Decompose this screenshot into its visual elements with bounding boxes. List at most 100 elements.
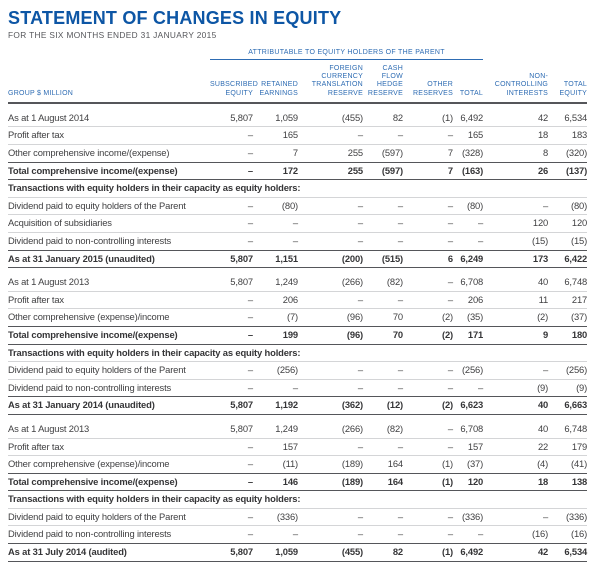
cell-value: 42	[537, 111, 549, 123]
cell-value: 165	[282, 129, 298, 141]
row-label: Transactions with equity holders in thei…	[8, 346, 301, 358]
cell-value: 199	[282, 328, 298, 340]
cell-value: –	[447, 129, 453, 141]
cell-value: (320)	[565, 147, 588, 158]
cell-value: –	[397, 217, 403, 229]
cell-value: 6,663	[564, 399, 588, 411]
cell-value: –	[247, 458, 253, 470]
cell-value: –	[357, 199, 363, 211]
cell-value: 5,807	[230, 546, 253, 558]
cell-value: (1)	[441, 111, 453, 123]
table-row: Profit after tax – 206 – – – 206 11 217	[8, 291, 587, 309]
cell-value: (163)	[461, 164, 484, 176]
column-header: NON- CONTROLLING INTERESTS	[494, 73, 549, 97]
cell-value: 18	[537, 129, 549, 141]
cell-value: 171	[467, 328, 484, 340]
cell-value: (41)	[571, 458, 588, 470]
cell-value: 40	[537, 422, 549, 434]
table-row: Dividend paid to equity holders of the P…	[8, 197, 587, 215]
cell-value: –	[247, 381, 253, 393]
cell-value: 120	[532, 217, 549, 229]
cell-value: (80)	[467, 199, 484, 211]
cell-value: 6	[447, 252, 453, 264]
row-label: Total comprehensive income/(expense)	[8, 328, 178, 340]
cell-value: (455)	[341, 111, 363, 123]
cell-value: –	[247, 129, 253, 141]
table-row: As at 1 August 2014 5,807 1,059 (455) 82 (1) 6…	[8, 103, 587, 127]
cell-value: –	[247, 164, 253, 176]
table-row: Other comprehensive (expense)/income – (11…	[8, 455, 588, 474]
cell-value: 18	[537, 475, 549, 487]
row-label: Total comprehensive income/(expense)	[8, 475, 178, 487]
cell-value: 6,534	[564, 546, 588, 558]
cell-value: –	[447, 440, 453, 452]
cell-value: 179	[571, 440, 588, 452]
cell-value: –	[447, 381, 453, 393]
column-header: CASH FLOW HEDGE RESERVE	[367, 65, 403, 97]
table-row: Transactions with equity holders in thei…	[8, 344, 587, 362]
cell-value: 164	[387, 475, 403, 487]
cell-value: 255	[347, 164, 363, 176]
cell-value: 5,807	[230, 399, 253, 411]
cell-value: 146	[282, 475, 298, 487]
cell-value: (15)	[571, 234, 588, 246]
cell-value: 138	[571, 475, 588, 487]
page-subtitle: FOR THE SIX MONTHS ENDED 31 JANUARY 2015	[8, 30, 217, 40]
row-label: Dividend paid to non-controlling interes…	[8, 381, 172, 393]
cell-value: –	[247, 234, 253, 246]
cell-value: 6,249	[460, 252, 484, 264]
cell-value: 5,807	[230, 252, 253, 264]
cell-value: 6,492	[460, 111, 484, 123]
cell-value: –	[247, 440, 253, 452]
cell-value: 6,708	[460, 276, 484, 288]
cell-value: 5,807	[230, 111, 253, 123]
cell-value: –	[357, 364, 363, 376]
cell-value: –	[397, 199, 403, 211]
cell-value: (1)	[441, 475, 453, 487]
cell-value: –	[447, 510, 453, 522]
cell-value: –	[447, 234, 453, 246]
row-label: Transactions with equity holders in thei…	[8, 493, 301, 505]
cell-value: 1,059	[275, 111, 298, 123]
row-label: Dividend paid to equity holders of the P…	[8, 510, 186, 522]
cell-value: (266)	[341, 422, 363, 434]
table-row: As at 31 January 2015 (unaudited) 5,807 1,…	[8, 250, 587, 268]
row-label: Other comprehensive (expense)/income	[8, 311, 170, 323]
cell-value: –	[397, 381, 403, 393]
cell-value: 8	[543, 147, 549, 158]
cell-value: –	[357, 217, 363, 229]
cell-value: 40	[537, 276, 549, 288]
cell-value: –	[247, 199, 253, 211]
cell-value: 120	[467, 475, 484, 487]
cell-value: 26	[537, 164, 549, 176]
cell-value: –	[357, 528, 363, 540]
cell-value: (80)	[281, 199, 298, 211]
cell-value: –	[357, 234, 363, 246]
cell-value: –	[247, 328, 253, 340]
cell-value: –	[357, 129, 363, 141]
cell-value: 6,492	[460, 546, 484, 558]
cell-value: (336)	[276, 510, 298, 522]
cell-value: 255	[347, 147, 363, 158]
cell-value: (515)	[381, 252, 403, 264]
table-row: Transactions with equity holders in thei…	[8, 180, 587, 198]
cell-value: 40	[537, 399, 549, 411]
cell-value: –	[478, 217, 484, 229]
cell-value: –	[397, 129, 403, 141]
cell-value: (266)	[341, 276, 363, 288]
row-label: As at 31 January 2015 (unaudited)	[8, 252, 155, 264]
cell-value: (597)	[381, 164, 403, 176]
cell-value: 206	[282, 293, 298, 305]
cell-value: (96)	[346, 311, 363, 323]
row-label: As at 31 July 2014 (audited)	[8, 546, 127, 558]
cell-value: (37)	[467, 458, 484, 470]
cell-value: 5,807	[230, 422, 253, 434]
cell-value: 82	[392, 546, 403, 558]
cell-value: –	[247, 364, 253, 376]
cell-value: 1,249	[275, 422, 298, 434]
cell-value: –	[397, 510, 403, 522]
cell-value: (1)	[441, 458, 453, 470]
cell-value: –	[357, 440, 363, 452]
cell-value: –	[292, 528, 298, 540]
cell-value: 157	[282, 440, 298, 452]
